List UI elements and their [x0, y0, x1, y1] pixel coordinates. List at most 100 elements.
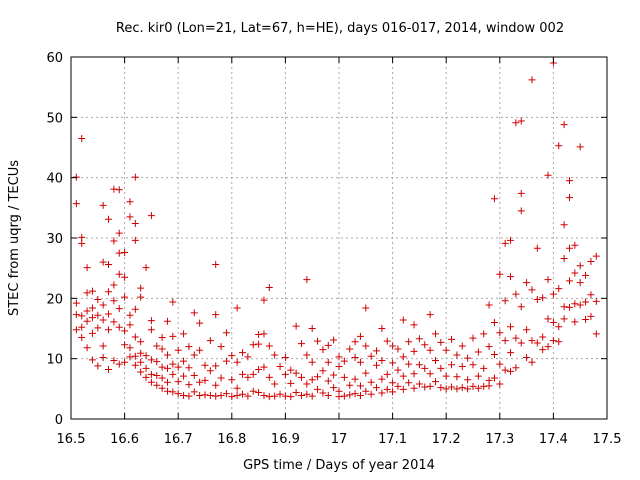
data-point	[496, 360, 504, 368]
data-point	[126, 198, 134, 206]
data-point	[233, 391, 241, 399]
data-point	[571, 241, 579, 249]
data-point	[244, 353, 252, 361]
data-point	[297, 340, 305, 348]
data-point	[346, 381, 354, 389]
data-point	[453, 351, 461, 359]
data-point	[453, 385, 461, 393]
data-point	[142, 364, 150, 372]
data-point	[212, 392, 220, 400]
data-point	[126, 353, 134, 361]
data-point	[249, 370, 257, 378]
data-point	[592, 252, 600, 260]
data-point	[523, 353, 531, 361]
data-point	[185, 364, 193, 372]
data-point	[340, 373, 348, 381]
data-point	[260, 391, 268, 399]
data-point	[131, 333, 139, 341]
data-point	[105, 310, 113, 318]
data-point	[217, 343, 225, 351]
data-point	[469, 382, 477, 390]
data-point	[571, 269, 579, 277]
data-point	[528, 286, 536, 294]
data-point	[576, 143, 584, 151]
data-point	[560, 121, 568, 129]
data-point	[271, 392, 279, 400]
data-point	[474, 384, 482, 392]
data-point	[99, 316, 107, 324]
data-point	[163, 317, 171, 325]
data-point	[212, 381, 220, 389]
data-point	[72, 311, 80, 319]
data-point	[346, 345, 354, 353]
data-point	[115, 270, 123, 278]
data-point	[115, 229, 123, 237]
data-point	[281, 370, 289, 378]
data-point	[137, 293, 145, 301]
data-point	[549, 337, 557, 345]
x-tick-label: 16.9	[271, 432, 300, 447]
data-point	[512, 119, 520, 127]
data-point	[507, 323, 515, 331]
data-point	[426, 382, 434, 390]
data-point	[576, 279, 584, 287]
data-point	[383, 385, 391, 393]
data-point	[533, 339, 541, 347]
data-point	[507, 349, 515, 357]
data-point	[389, 379, 397, 387]
x-tick-label: 17.5	[593, 432, 622, 447]
data-point	[265, 342, 273, 350]
data-point	[501, 337, 509, 345]
data-point	[88, 329, 96, 337]
data-point	[448, 335, 456, 343]
data-point	[592, 297, 600, 305]
data-point	[190, 372, 198, 380]
data-point	[399, 316, 407, 324]
data-point	[335, 363, 343, 371]
data-point	[244, 373, 252, 381]
x-tick-label: 17.4	[539, 432, 568, 447]
data-point	[233, 384, 241, 392]
data-point	[196, 319, 204, 327]
data-point	[163, 364, 171, 372]
chart-title: Rec. kir0 (Lon=21, Lat=67, h=HE), days 0…	[116, 21, 564, 36]
data-point	[249, 341, 257, 349]
data-point	[517, 339, 525, 347]
data-point	[410, 347, 418, 355]
data-point	[180, 372, 188, 380]
data-point	[303, 380, 311, 388]
x-tick-label: 17.3	[485, 432, 514, 447]
data-point	[105, 215, 113, 223]
data-point	[533, 296, 541, 304]
data-point	[110, 297, 118, 305]
data-point	[501, 239, 509, 247]
data-point	[276, 390, 284, 398]
data-point	[464, 385, 472, 393]
data-point	[217, 374, 225, 382]
data-point	[507, 367, 515, 375]
data-point	[153, 381, 161, 389]
y-tick-label: 60	[46, 51, 63, 66]
data-point	[121, 293, 129, 301]
data-point	[549, 318, 557, 326]
y-tick-label: 50	[46, 111, 63, 126]
data-point	[94, 296, 102, 304]
data-point	[78, 323, 86, 331]
y-tick-label: 20	[46, 292, 63, 307]
data-point	[421, 341, 429, 349]
data-point	[83, 289, 91, 297]
data-point	[185, 381, 193, 389]
data-point	[131, 173, 139, 181]
data-point	[378, 375, 386, 383]
data-point	[592, 330, 600, 338]
data-point	[206, 337, 214, 345]
data-point	[458, 342, 466, 350]
data-point	[249, 387, 257, 395]
data-point	[373, 361, 381, 369]
data-point	[212, 311, 220, 319]
data-point	[405, 360, 413, 368]
data-point	[72, 299, 80, 307]
data-point	[576, 262, 584, 270]
data-point	[110, 356, 118, 364]
data-point	[255, 366, 263, 374]
